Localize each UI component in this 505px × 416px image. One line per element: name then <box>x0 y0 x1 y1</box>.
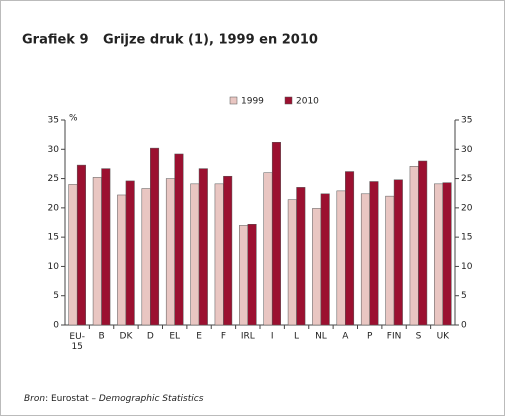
bar <box>393 179 403 326</box>
x-tick-label: IRL <box>241 332 255 342</box>
y2-tick-label: 0 <box>461 321 467 331</box>
x-tick-label: P <box>367 332 373 342</box>
bar <box>165 178 175 326</box>
bar <box>296 187 306 326</box>
chart-title: Grijze druk (1), 1999 en 2010 <box>103 33 318 48</box>
bar <box>418 160 428 326</box>
x-tick-label: EU-15 <box>69 332 85 352</box>
chart-label: Grafiek 9 <box>22 33 89 48</box>
bar <box>312 208 322 326</box>
bar <box>68 184 78 326</box>
y-axis-label: % <box>69 114 78 124</box>
y2-tick-label: 10 <box>461 262 473 272</box>
y2-tick-label: 15 <box>461 233 472 243</box>
bar <box>76 164 86 326</box>
y-tick-label: 25 <box>48 174 59 184</box>
bar <box>385 195 395 326</box>
bar <box>271 142 281 326</box>
y-tick-label: 10 <box>48 262 60 272</box>
legend-label: 1999 <box>241 97 264 107</box>
x-tick-label: NL <box>315 332 327 342</box>
source-prefix: Bron <box>24 394 45 404</box>
x-tick-label: I <box>271 332 274 342</box>
y2-tick-label: 20 <box>461 203 473 213</box>
bar <box>442 182 452 326</box>
bar <box>360 193 370 326</box>
x-tick-label: A <box>342 332 349 342</box>
bar <box>409 166 419 326</box>
y2-tick-label: 35 <box>461 116 472 126</box>
y-tick-label: 35 <box>48 116 59 126</box>
bar <box>150 147 160 326</box>
y-tick-label: 15 <box>48 233 59 243</box>
x-tick-label: L <box>294 332 299 342</box>
bar <box>117 194 127 326</box>
x-tick-label: FIN <box>387 332 402 342</box>
y-tick-label: 0 <box>53 321 59 331</box>
x-tick-label: E <box>196 332 202 342</box>
x-tick-label: F <box>221 332 226 342</box>
legend-label: 2010 <box>296 97 319 107</box>
bar <box>125 180 135 326</box>
bar <box>174 153 184 326</box>
bar <box>190 183 200 326</box>
y2-tick-label: 25 <box>461 174 472 184</box>
bar <box>369 181 379 326</box>
bar <box>198 168 208 326</box>
y2-tick-label: 5 <box>461 291 467 301</box>
bar <box>336 190 346 326</box>
bar <box>92 177 102 326</box>
bar <box>223 175 233 326</box>
bar <box>345 171 355 326</box>
y-tick-label: 20 <box>48 203 60 213</box>
bar <box>214 183 224 326</box>
bar <box>263 172 273 326</box>
source: Bron: Eurostat – Demographic Statistics <box>24 394 204 404</box>
x-tick-label: B <box>98 332 104 342</box>
x-tick-label: DK <box>120 332 134 342</box>
bar <box>287 199 297 326</box>
bar <box>239 225 249 326</box>
bar <box>434 183 444 326</box>
bar <box>101 168 111 326</box>
bar <box>247 224 257 326</box>
bar <box>141 188 151 326</box>
legend-swatch <box>229 96 238 105</box>
source-middle: : Eurostat – <box>45 394 99 404</box>
source-title: Demographic Statistics <box>99 394 204 404</box>
y-tick-label: 30 <box>48 145 60 155</box>
y-tick-label: 5 <box>53 291 59 301</box>
x-tick-label: EL <box>169 332 180 342</box>
y2-tick-label: 30 <box>461 145 473 155</box>
legend-swatch <box>284 96 293 105</box>
x-tick-label: S <box>416 332 422 342</box>
bar <box>320 193 330 326</box>
x-tick-label: UK <box>437 332 451 342</box>
x-tick-label: D <box>147 332 154 342</box>
